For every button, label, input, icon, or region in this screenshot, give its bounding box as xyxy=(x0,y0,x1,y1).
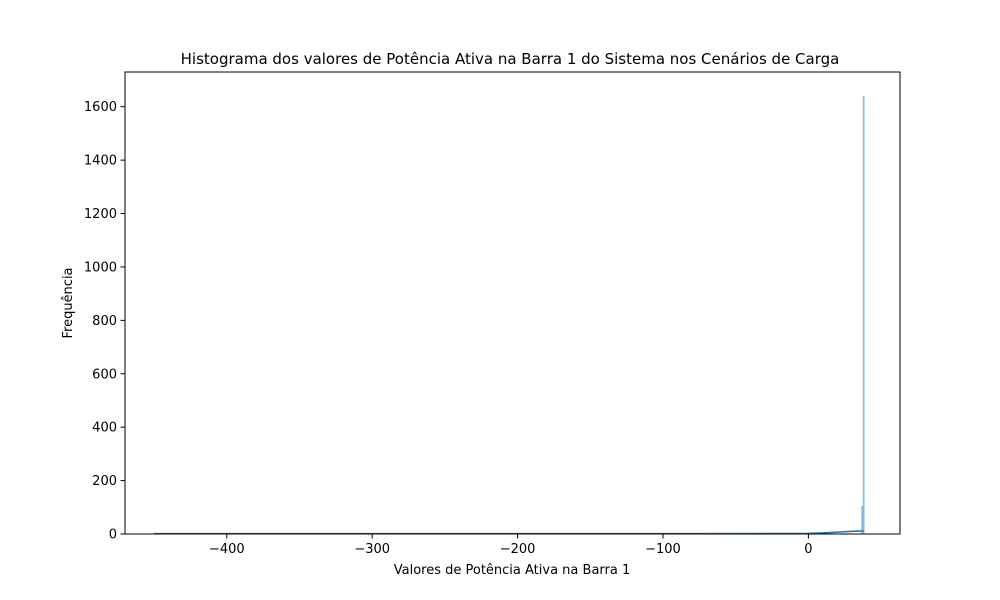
y-tick-label: 200 xyxy=(92,474,117,489)
y-axis-ticks: 0 200 400 600 800 1000 1200 1400 1600 xyxy=(84,100,125,543)
y-tick-label: 600 xyxy=(92,367,117,382)
y-axis-label: Frequência xyxy=(61,267,76,338)
y-tick-label: 1000 xyxy=(84,260,117,275)
y-tick-label: 800 xyxy=(92,314,117,329)
y-tick-label: 1600 xyxy=(84,100,117,115)
x-tick-label: −300 xyxy=(354,542,390,557)
x-tick-label: 0 xyxy=(804,542,812,557)
y-tick-label: 1400 xyxy=(84,154,117,169)
chart-title: Histograma dos valores de Potência Ativa… xyxy=(181,50,840,68)
y-tick-label: 1200 xyxy=(84,207,117,222)
y-tick-label: 0 xyxy=(109,528,117,543)
x-tick-label: −200 xyxy=(500,542,536,557)
x-tick-label: −100 xyxy=(645,542,681,557)
axes-frame xyxy=(124,71,901,535)
y-tick-label: 400 xyxy=(92,421,117,436)
x-tick-label: −400 xyxy=(209,542,245,557)
x-axis-ticks: −400 −300 −200 −100 0 xyxy=(209,534,813,557)
x-axis-label: Valores de Potência Ativa na Barra 1 xyxy=(394,563,631,578)
histogram-bar-2 xyxy=(862,95,865,535)
axes xyxy=(124,71,901,535)
